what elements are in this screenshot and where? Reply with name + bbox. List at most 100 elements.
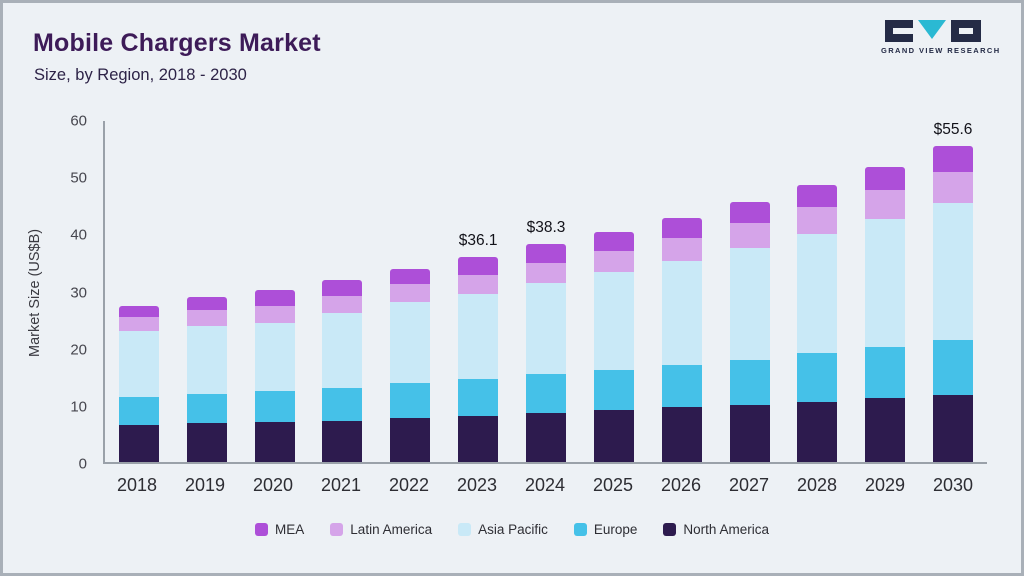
bar-segment — [254, 305, 295, 323]
y-tick-label: 40 — [70, 226, 87, 244]
y-axis-ticks: 0 10 20 30 40 50 60 — [59, 113, 95, 473]
bar-segment — [390, 418, 431, 462]
y-tick-label: 50 — [70, 169, 87, 187]
bar-segment — [593, 410, 634, 462]
x-tick-label: 2018 — [116, 475, 158, 495]
bar-segment — [322, 387, 363, 421]
bar-column — [783, 121, 851, 462]
y-tick-label: 0 — [78, 455, 87, 473]
bar-segment — [525, 413, 566, 462]
bar-segment — [525, 262, 566, 283]
grand-view-research-logo: GRAND VIEW RESEARCH — [881, 19, 1001, 55]
y-tick-label: 30 — [70, 284, 87, 301]
bar-column — [309, 121, 377, 462]
x-axis-labels: 2018 2019 2020 2021 2022 2023 2024 2025 2026 2027… — [103, 475, 987, 501]
x-tick-label: 2027 — [728, 475, 770, 495]
bar-segment — [118, 305, 159, 318]
bar-segment — [661, 217, 702, 238]
bar-column: $36.1 — [444, 121, 512, 462]
bar-segment — [322, 312, 363, 388]
bar-segment — [390, 302, 431, 384]
legend-item: Latin America — [330, 522, 432, 537]
bar-segment — [729, 202, 770, 223]
bar-segment — [593, 272, 634, 370]
legend-swatch — [458, 523, 472, 536]
logo-text: GRAND VIEW RESEARCH — [881, 46, 1001, 55]
x-tick-label: 2023 — [456, 475, 498, 495]
bar-column — [648, 121, 716, 462]
legend-item: Europe — [573, 522, 638, 537]
y-tick-label: 10 — [70, 398, 87, 416]
x-tick-label: 2030 — [932, 475, 974, 495]
bar-segment — [797, 207, 838, 235]
x-tick-label: 2024 — [524, 475, 566, 495]
bar-column: $38.3 — [512, 121, 580, 462]
chart-legend: MEA Latin America Asia Pacific Europe North … — [3, 522, 1021, 537]
bar-segment — [729, 222, 770, 248]
plot-area: $36.1 $38.3 $55.6 — [103, 121, 987, 464]
page-title: Mobile Chargers Market — [33, 29, 321, 57]
stacked-bar — [593, 231, 634, 462]
legend-label: Europe — [593, 522, 638, 537]
bar-segment — [729, 404, 770, 462]
stacked-bar — [458, 256, 499, 462]
bar-column — [173, 121, 241, 462]
bar-segment — [254, 422, 295, 462]
bar-segment — [390, 284, 431, 303]
legend-item: North America — [663, 522, 769, 537]
legend-label: Latin America — [350, 522, 433, 537]
bar-column — [105, 121, 173, 462]
bar-segment — [390, 268, 431, 285]
bar-segment — [186, 325, 227, 394]
bar-segment — [865, 219, 906, 348]
bar-segment — [525, 244, 566, 263]
bar-segment — [865, 166, 906, 190]
stacked-bar — [254, 289, 295, 462]
bar-segment — [661, 365, 702, 408]
bar-segment — [661, 407, 702, 462]
bar-segment — [118, 396, 159, 426]
stacked-bar — [933, 146, 974, 462]
stacked-bar — [186, 297, 227, 462]
y-axis-label: Market Size (US$B) — [27, 228, 43, 357]
bar-value-label: $55.6 — [933, 121, 973, 139]
x-tick-label: 2026 — [660, 475, 702, 495]
bar-segment — [661, 237, 702, 261]
bar-segment — [458, 379, 499, 416]
bar-segment — [322, 280, 363, 296]
bar-column — [241, 121, 309, 462]
x-tick-label: 2020 — [252, 475, 294, 495]
bar-segment — [186, 423, 227, 462]
bar-segment — [933, 340, 974, 395]
x-tick-label: 2021 — [320, 475, 362, 495]
chart-subtitle: Size, by Region, 2018 - 2030 — [34, 66, 247, 84]
bar-segment — [797, 234, 838, 353]
stacked-bar — [797, 185, 838, 462]
stacked-bar — [322, 280, 363, 462]
stacked-bar — [525, 244, 566, 462]
legend-item: MEA — [255, 522, 304, 537]
bar-segment — [661, 260, 702, 366]
x-tick-label: 2028 — [796, 475, 838, 495]
bar-column — [851, 121, 919, 462]
bar-segment — [118, 331, 159, 397]
bar-segment — [390, 383, 431, 419]
bar-segment — [254, 322, 295, 391]
bar-segment — [933, 171, 974, 203]
x-tick-label: 2025 — [592, 475, 634, 495]
legend-swatch — [663, 523, 677, 536]
bar-segment — [933, 146, 974, 172]
bar-segment — [186, 297, 227, 311]
bar-segment — [458, 294, 499, 380]
bar-segment — [186, 393, 227, 424]
legend-swatch — [255, 523, 269, 536]
bar-segment — [458, 274, 499, 295]
legend-label: Asia Pacific — [478, 522, 548, 537]
legend-label: North America — [683, 522, 769, 537]
bar-segment — [458, 256, 499, 275]
bar-segment — [865, 398, 906, 462]
x-tick-label: 2022 — [388, 475, 430, 495]
legend-swatch — [330, 523, 344, 536]
bar-column — [716, 121, 784, 462]
